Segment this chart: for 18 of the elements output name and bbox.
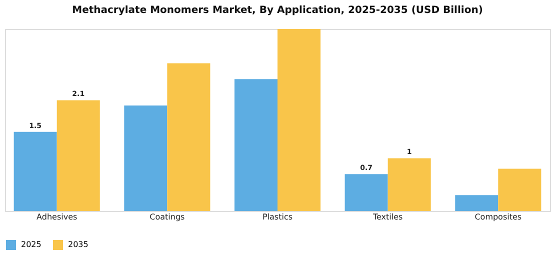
legend-label: 2025 [21, 240, 42, 249]
x-tick-label: Coatings [150, 212, 185, 222]
x-tick-label: Adhesives [36, 212, 78, 222]
bar [388, 158, 431, 211]
x-tick-label: Textiles [372, 212, 403, 222]
chart-title: Methacrylate Monomers Market, By Application, 2025-2035 (USD Billion) [72, 5, 483, 16]
bar [498, 168, 542, 211]
bar [14, 132, 57, 211]
bar [455, 195, 498, 211]
bar [124, 105, 168, 211]
x-tick-label: Composites [474, 212, 522, 222]
bar [344, 174, 388, 211]
bar [234, 79, 278, 211]
bar [56, 100, 100, 211]
x-tick-label: Plastics [262, 212, 293, 222]
bar [278, 29, 321, 211]
legend-label: 2035 [68, 240, 88, 249]
bar [167, 63, 210, 211]
